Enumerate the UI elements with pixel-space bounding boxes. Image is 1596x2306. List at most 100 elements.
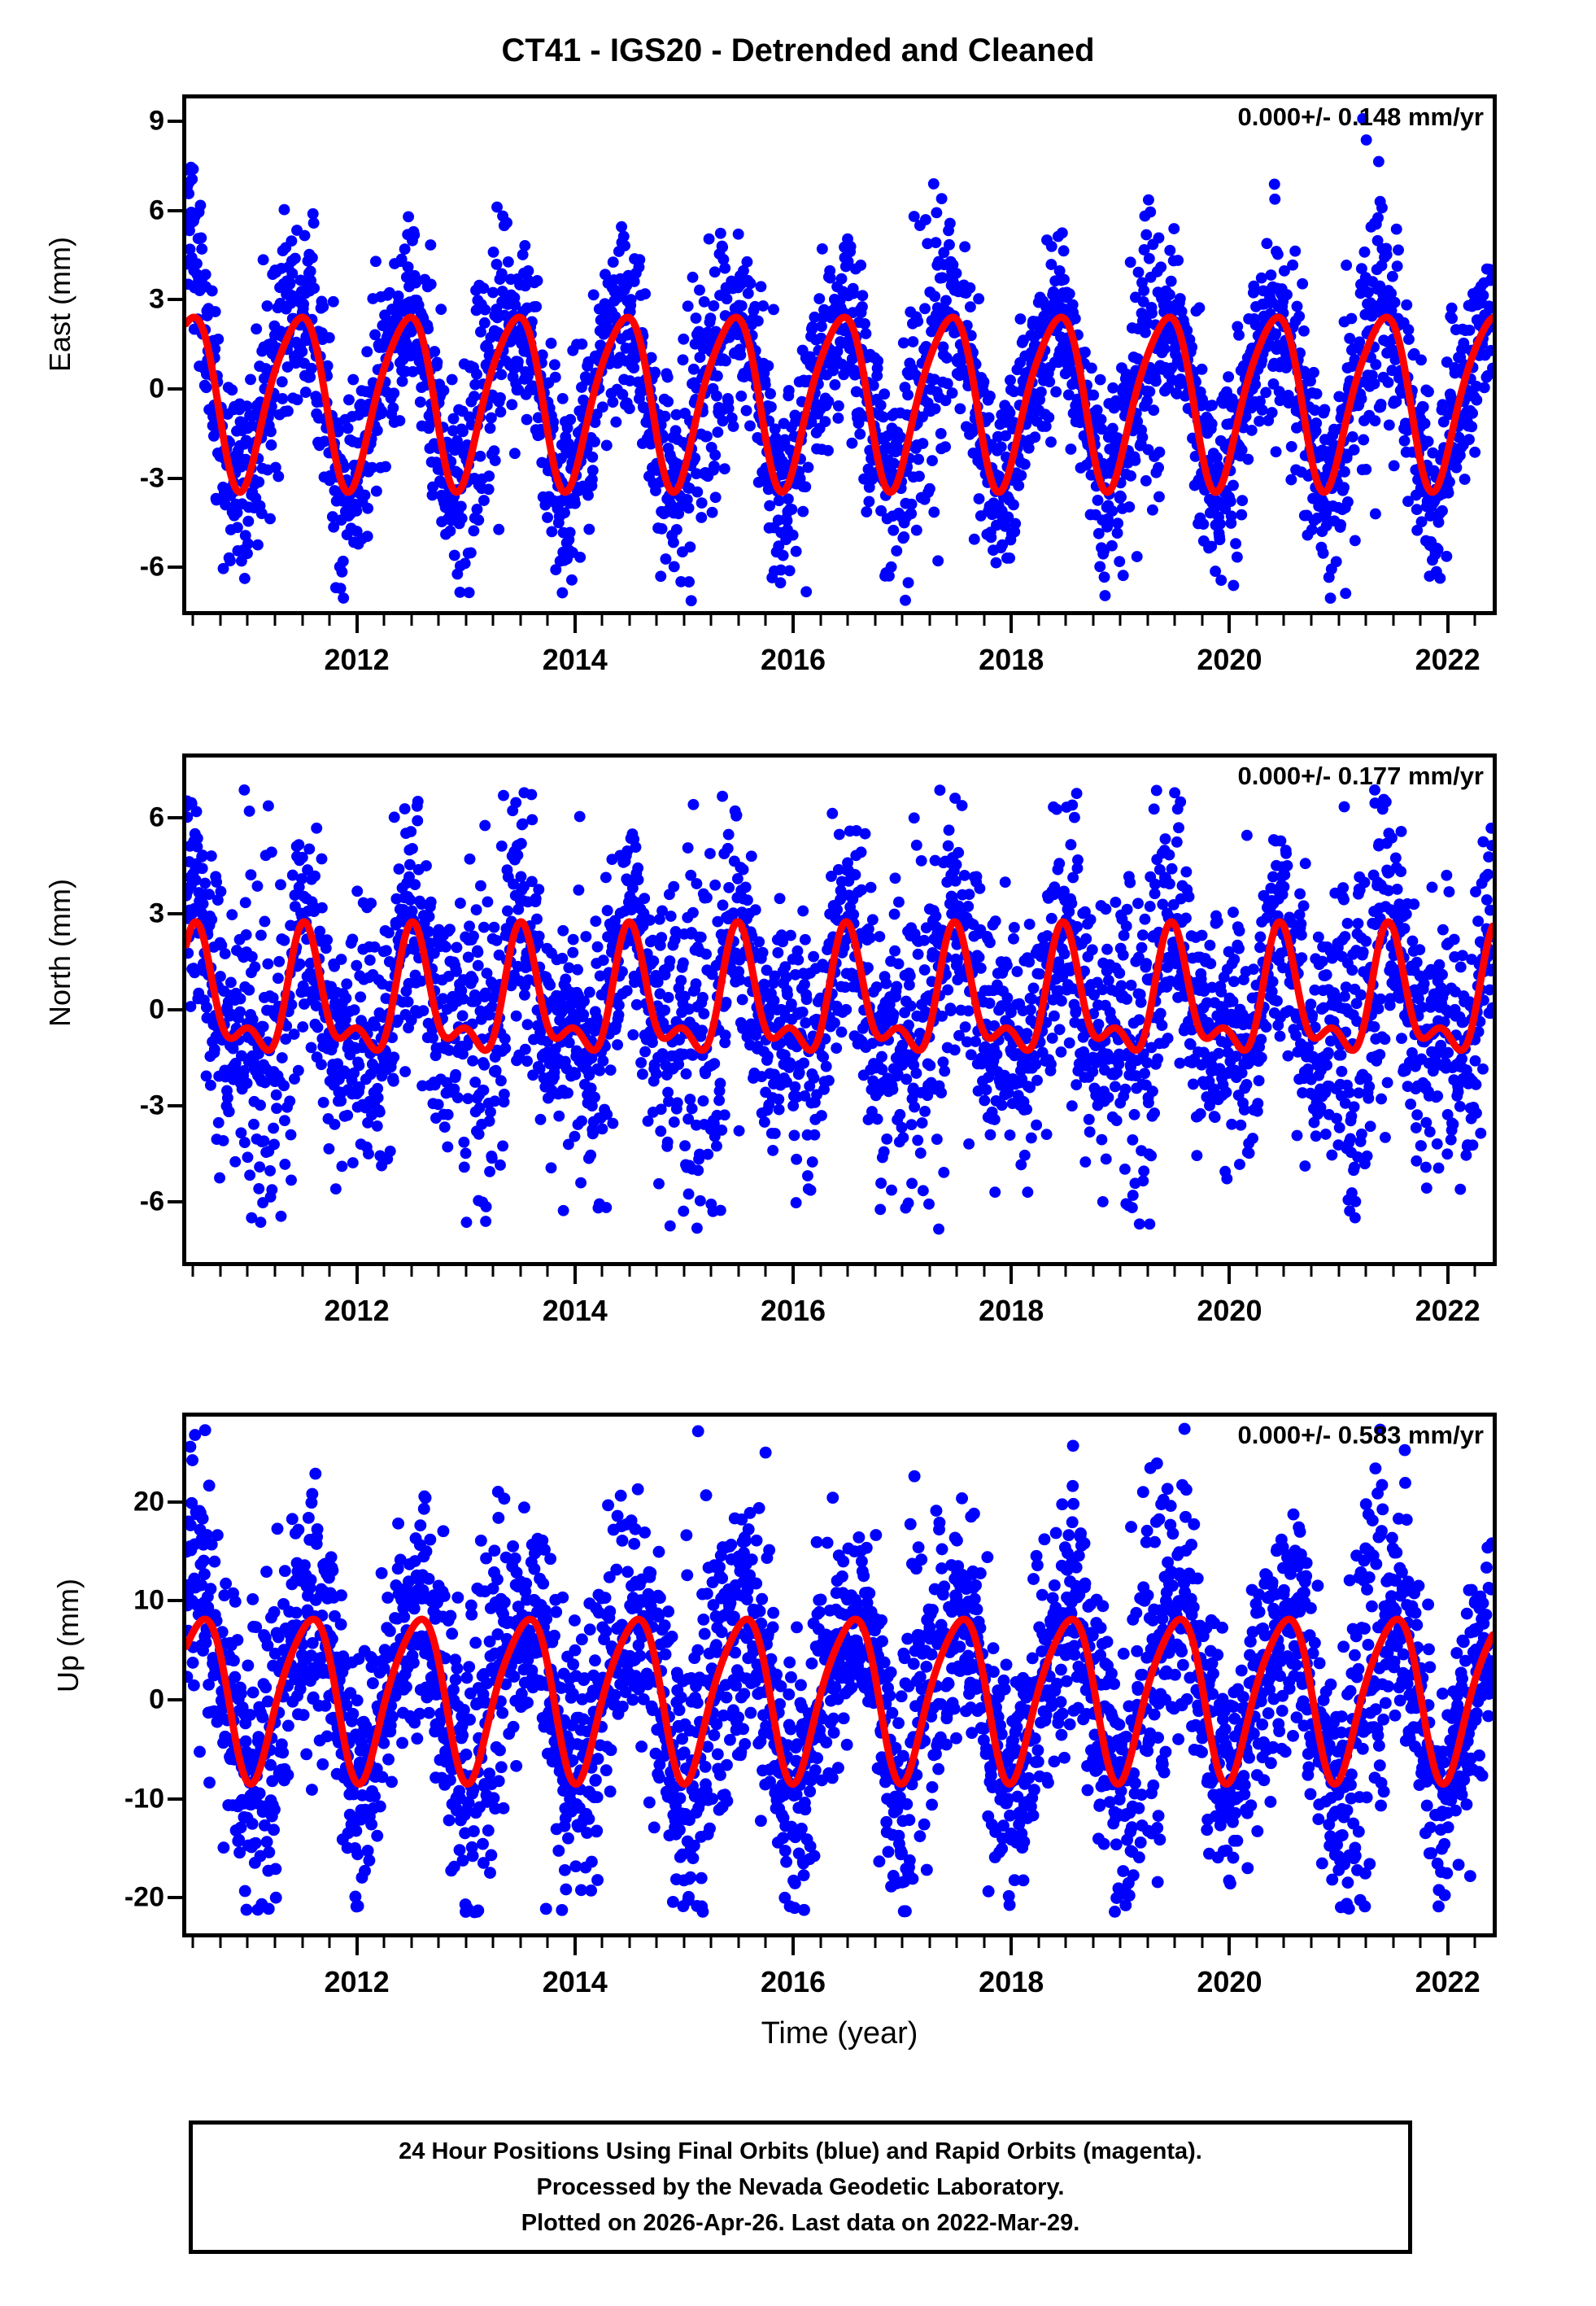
x-tick-mark-minor xyxy=(219,615,222,626)
y-tick-label: 3 xyxy=(149,283,164,315)
x-tick-mark-minor xyxy=(437,1266,440,1277)
x-tick-mark-minor xyxy=(628,1937,631,1948)
scatter-points xyxy=(186,1422,1493,1919)
plot-area-up xyxy=(186,1417,1493,1933)
y-tick-label: 6 xyxy=(149,194,164,226)
x-tick-label: 2018 xyxy=(979,643,1044,676)
x-tick-mark-major xyxy=(1228,615,1232,633)
x-tick-mark-minor xyxy=(1255,1266,1258,1277)
y-tick-label: 3 xyxy=(149,898,164,929)
y-tick-mark xyxy=(168,208,182,212)
x-tick-mark-minor xyxy=(737,1266,740,1277)
x-tick-mark-minor xyxy=(1255,615,1258,626)
x-tick-mark-minor xyxy=(273,1266,277,1277)
y-tick-mark xyxy=(168,298,182,302)
x-tick-mark-minor xyxy=(846,615,849,626)
x-tick-label: 2018 xyxy=(979,1965,1044,1998)
seasonal-fit-line xyxy=(186,1615,1493,1788)
x-tick-mark-minor xyxy=(846,1937,849,1948)
x-tick-mark-minor xyxy=(928,1266,931,1277)
x-tick-mark-minor xyxy=(1392,615,1395,626)
x-tick-mark-minor xyxy=(546,1266,549,1277)
rate-annotation-north: 0.000+/- 0.177 mm/yr xyxy=(1237,762,1484,790)
x-tick-mark-minor xyxy=(709,615,713,626)
y-tick-label: -6 xyxy=(139,1186,164,1217)
x-tick-mark-minor xyxy=(1037,1266,1040,1277)
y-tick-label: 0 xyxy=(149,373,164,404)
x-tick-mark-minor xyxy=(491,1937,495,1948)
x-tick-mark-minor xyxy=(628,1266,631,1277)
x-tick-mark-minor xyxy=(1419,1937,1422,1948)
x-tick-mark-minor xyxy=(900,1937,904,1948)
y-tick-mark xyxy=(168,1500,182,1504)
y-tick-label: 20 xyxy=(133,1486,164,1518)
x-tick-mark-minor xyxy=(464,1937,468,1948)
x-tick-mark-minor xyxy=(1282,615,1285,626)
y-tick-mark xyxy=(168,911,182,915)
x-tick-mark-minor xyxy=(382,1266,386,1277)
y-tick-label: -6 xyxy=(139,551,164,583)
y-tick-mark xyxy=(168,1896,182,1900)
x-tick-mark-minor xyxy=(1064,1937,1067,1948)
y-tick-mark xyxy=(168,476,182,480)
y-tick-mark xyxy=(168,1008,182,1011)
data-series-north xyxy=(186,784,1493,1235)
x-tick-mark-minor xyxy=(219,1266,222,1277)
x-tick-mark-minor xyxy=(1146,1937,1149,1948)
x-tick-mark-minor xyxy=(546,1937,549,1948)
x-tick-mark-minor xyxy=(600,1937,604,1948)
panel-east: East (mm) 0.000+/- 0.148 mm/yr 9 6 3 0 -3 -6 2… xyxy=(43,94,1497,676)
y-tick-label: -20 xyxy=(124,1881,164,1913)
x-tick-mark-major xyxy=(1009,1937,1014,1955)
x-tick-mark-minor xyxy=(1364,615,1367,626)
x-tick-mark-minor xyxy=(1392,1937,1395,1948)
x-tick-mark-minor xyxy=(382,615,386,626)
y-tick-mark xyxy=(168,1200,182,1204)
x-tick-mark-major xyxy=(791,1937,795,1955)
y-tick-label: 0 xyxy=(149,1684,164,1715)
x-tick-mark-minor xyxy=(819,1266,822,1277)
plot-area-east xyxy=(186,98,1493,611)
x-tick-mark-major xyxy=(1009,1266,1014,1284)
x-tick-mark-minor xyxy=(464,615,468,626)
x-tick-mark-minor xyxy=(682,615,686,626)
y-tick-mark xyxy=(168,119,182,123)
seasonal-fit-line xyxy=(186,313,1493,496)
plot-frame-up xyxy=(182,1413,1497,1937)
x-tick-mark-minor xyxy=(1337,1937,1341,1948)
x-tick-label: 2012 xyxy=(324,1965,390,1998)
plot-area-north xyxy=(186,758,1493,1262)
x-tick-mark-minor xyxy=(1310,1937,1313,1948)
x-tick-mark-minor xyxy=(191,1266,194,1277)
x-tick-mark-minor xyxy=(1282,1266,1285,1277)
x-tick-mark-major xyxy=(355,1937,359,1955)
x-tick-mark-major xyxy=(355,1266,359,1284)
x-axis-title: Time (year) xyxy=(761,2016,918,2051)
x-tick-mark-major xyxy=(573,1937,577,1955)
x-tick-mark-major xyxy=(1446,1266,1450,1284)
x-tick-mark-minor xyxy=(1310,615,1313,626)
x-tick-mark-minor xyxy=(928,615,931,626)
x-tick-label: 2014 xyxy=(542,643,608,676)
x-tick-mark-minor xyxy=(1201,615,1204,626)
footer-line-orbits: 24 Hour Positions Using Final Orbits (bl… xyxy=(399,2138,1202,2164)
x-tick-mark-minor xyxy=(1064,615,1067,626)
y-tick-mark xyxy=(168,1599,182,1603)
x-tick-label: 2016 xyxy=(760,1965,826,1998)
x-tick-mark-minor xyxy=(1173,1266,1176,1277)
seasonal-fit-line xyxy=(186,918,1493,1055)
x-tick-mark-minor xyxy=(874,1266,877,1277)
x-tick-mark-minor xyxy=(246,615,249,626)
rate-annotation-east: 0.000+/- 0.148 mm/yr xyxy=(1237,103,1484,131)
x-tick-mark-minor xyxy=(410,1266,413,1277)
x-tick-mark-major xyxy=(1446,615,1450,633)
x-tick-mark-minor xyxy=(1119,1266,1122,1277)
x-tick-mark-minor xyxy=(246,1266,249,1277)
x-tick-mark-major xyxy=(791,615,795,633)
x-tick-mark-minor xyxy=(382,1937,386,1948)
y-tick-label: 10 xyxy=(133,1584,164,1616)
x-tick-mark-minor xyxy=(1173,1937,1176,1948)
x-tick-label: 2022 xyxy=(1415,1965,1480,1998)
x-tick-mark-minor xyxy=(928,1937,931,1948)
x-tick-mark-minor xyxy=(1037,615,1040,626)
